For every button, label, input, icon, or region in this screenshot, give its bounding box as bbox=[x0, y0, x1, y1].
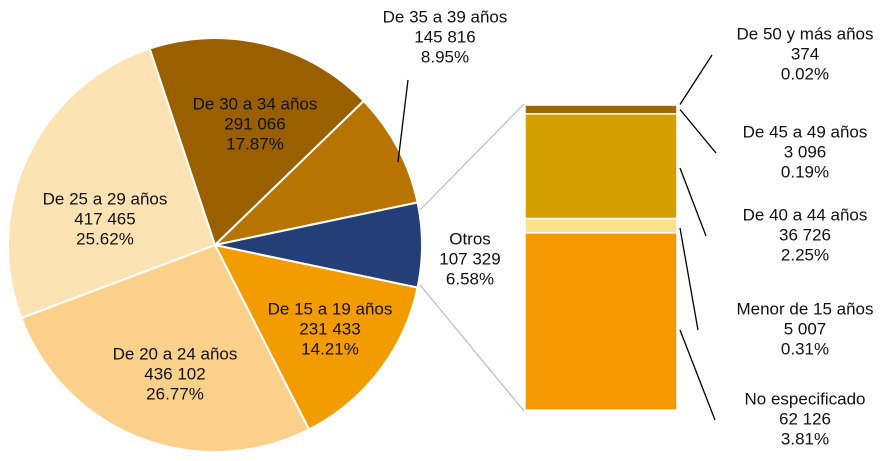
segment-label: De 40 a 44 años bbox=[743, 205, 868, 224]
slice-label: 6.58% bbox=[446, 269, 494, 288]
segment-label: De 45 a 49 años bbox=[743, 122, 868, 141]
slice-label: 231 433 bbox=[299, 319, 360, 338]
pie-slice bbox=[214, 201, 424, 289]
slice-label: De 15 a 19 años bbox=[268, 299, 393, 318]
slice-label: De 30 a 34 años bbox=[193, 94, 318, 113]
segment-label: 3 096 bbox=[784, 142, 827, 161]
segment-label: 0.19% bbox=[781, 162, 829, 181]
slice-label: 145 816 bbox=[414, 27, 475, 46]
segment-label: 36 726 bbox=[779, 225, 831, 244]
slice-label: 26.77% bbox=[146, 384, 204, 403]
bar-segment bbox=[524, 104, 678, 115]
segment-label: 62 126 bbox=[779, 409, 831, 428]
slice-label: 291 066 bbox=[224, 114, 285, 133]
leader-line bbox=[397, 79, 409, 163]
segment-label: 5 007 bbox=[784, 319, 827, 338]
slice-label: 436 102 bbox=[144, 364, 205, 383]
connector bbox=[419, 284, 525, 412]
segment-label: 3.81% bbox=[781, 429, 829, 448]
slice-label: De 25 a 29 años bbox=[43, 189, 168, 208]
slice-label: 8.95% bbox=[421, 47, 469, 66]
segment-label: 0.31% bbox=[781, 339, 829, 358]
pie-slice bbox=[7, 47, 217, 320]
leader-line bbox=[679, 329, 716, 421]
pie-slice bbox=[148, 37, 366, 247]
bar-segment bbox=[524, 232, 678, 411]
leader-line bbox=[679, 227, 699, 331]
pie-slice bbox=[19, 243, 311, 453]
slice-label: 417 465 bbox=[74, 209, 135, 228]
slice-label: 14.21% bbox=[301, 339, 359, 358]
pie-slice bbox=[211, 99, 419, 247]
slice-label: De 20 a 24 años bbox=[113, 344, 238, 363]
segment-label: Menor de 15 años bbox=[736, 299, 873, 318]
slice-label: 107 329 bbox=[439, 249, 500, 268]
connector bbox=[419, 103, 525, 211]
slice-label: De 35 a 39 años bbox=[383, 7, 508, 26]
bar-segment bbox=[524, 217, 678, 234]
leader-line bbox=[679, 54, 713, 105]
leader-line bbox=[679, 167, 707, 237]
slice-label: 17.87% bbox=[226, 134, 284, 153]
segment-label: 0.02% bbox=[781, 64, 829, 83]
leader-line bbox=[679, 109, 717, 154]
segment-label: 2.25% bbox=[781, 245, 829, 264]
pie-slice bbox=[213, 243, 419, 431]
segment-label: 374 bbox=[791, 44, 819, 63]
slice-label: Otros bbox=[449, 229, 491, 248]
segment-label: De 50 y más años bbox=[736, 24, 873, 43]
slice-label: 25.62% bbox=[76, 229, 134, 248]
bar-segment bbox=[524, 113, 678, 220]
segment-label: No especificado bbox=[745, 389, 866, 408]
